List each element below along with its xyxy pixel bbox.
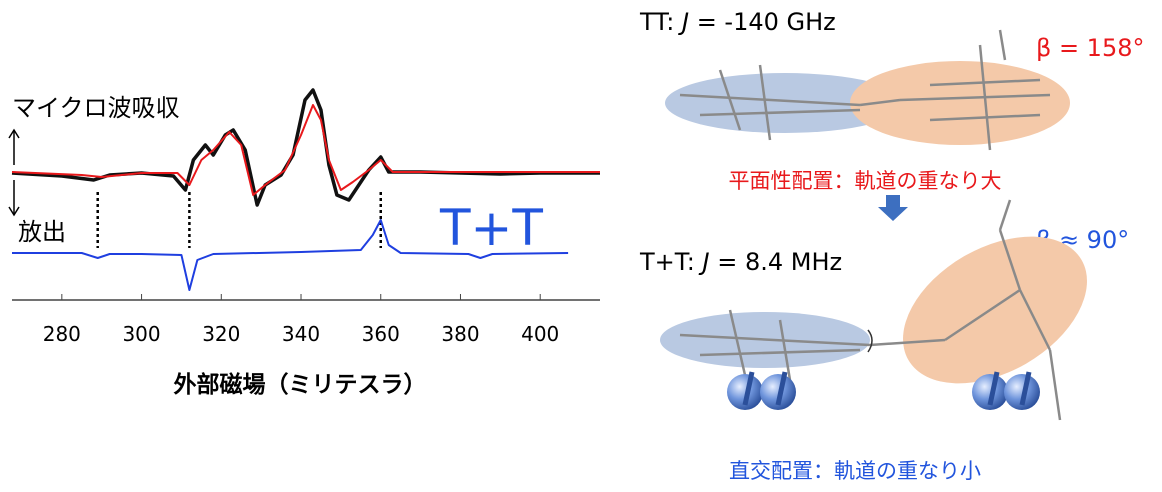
top-coupling: TT: J = -140 GHz bbox=[639, 8, 836, 36]
x-tick-label: 360 bbox=[362, 322, 400, 346]
spins bbox=[727, 372, 1040, 410]
x-tick-label: 380 bbox=[441, 322, 479, 346]
bottom-caption: 直交配置：軌道の重なり小 bbox=[729, 459, 981, 483]
emission-label: 放出 bbox=[18, 218, 66, 246]
figure: マイクロ波吸収 放出 T+T 外部磁場（ミリテスラ） 280 300 320 340 3… bbox=[0, 0, 1162, 492]
top-caption: 平面性配置：軌道の重なり大 bbox=[729, 169, 1002, 193]
x-axis-label: 外部磁場（ミリテスラ） bbox=[174, 371, 427, 398]
absorption-label: マイクロ波吸収 bbox=[12, 94, 180, 122]
series-label: T+T bbox=[439, 199, 543, 257]
x-tick-label: 400 bbox=[521, 322, 559, 346]
x-tick-label: 300 bbox=[122, 322, 160, 346]
bottom-coupling: T+T: J = 8.4 MHz bbox=[639, 248, 842, 276]
x-tick-label: 320 bbox=[202, 322, 240, 346]
x-tick-label: 340 bbox=[282, 322, 320, 346]
x-tick-label: 280 bbox=[43, 322, 81, 346]
down-arrow bbox=[878, 195, 908, 221]
top-angle: β = 158° bbox=[1036, 34, 1145, 62]
